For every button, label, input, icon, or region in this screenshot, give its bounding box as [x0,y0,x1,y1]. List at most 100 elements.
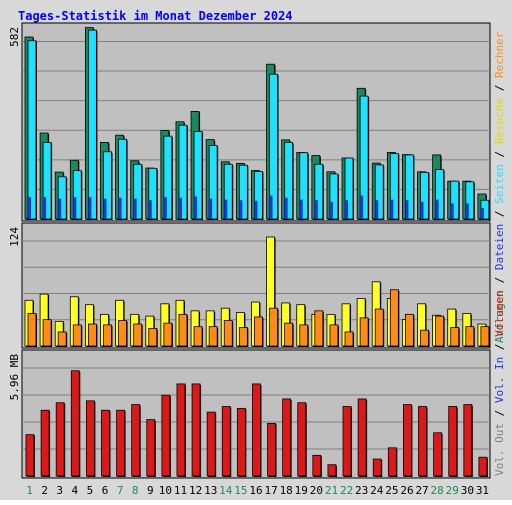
day-label-8: 8 [132,484,139,497]
day-label-4: 4 [72,484,79,497]
bar-files-day-15 [239,200,243,219]
bar-pages-day-25 [389,153,399,220]
legend-hits-visits-part-0: Anfragen [493,290,506,343]
bar-pages-day-19 [299,152,309,220]
bar-pages-day-21 [329,173,339,220]
panel-max-label: 124 [8,227,21,247]
bar-sites-day-8 [133,323,143,347]
legend-volume-part-2: Vol. In [493,357,506,403]
day-label-13: 13 [204,484,217,497]
bar-pages-day-1 [27,40,37,220]
bar-pages-day-15 [238,164,248,220]
bar-sites-day-4 [72,324,82,347]
day-label-3: 3 [56,484,63,497]
bar-sites-day-2 [42,319,52,347]
bar-files-day-30 [465,203,469,219]
bar-files-day-16 [254,200,258,219]
bar-volume-day-24 [372,458,382,477]
panel-max-label: 582 [8,27,21,47]
bar-sites-day-15 [238,327,248,347]
day-label-22: 22 [340,484,353,497]
panel-volume: 5.96 MB [8,349,491,479]
bar-volume-day-2 [40,409,50,477]
bar-files-day-8 [133,198,137,219]
day-label-9: 9 [147,484,154,497]
day-label-25: 25 [385,484,398,497]
bar-pages-day-22 [344,157,354,220]
bar-sites-day-23 [359,317,369,347]
day-label-11: 11 [174,484,187,497]
bar-volume-day-29 [448,406,458,477]
bar-files-day-7 [118,197,122,219]
bar-files-day-29 [450,203,454,219]
day-label-7: 7 [117,484,124,497]
bar-sites-day-22 [344,331,354,347]
bar-sites-day-26 [405,313,414,347]
bar-pages-day-17 [269,73,278,220]
bar-sites-day-12 [193,326,203,347]
day-label-10: 10 [159,484,172,497]
bar-files-day-2 [43,197,47,219]
bar-files-day-17 [269,195,273,219]
bar-files-day-23 [360,195,364,219]
day-label-30: 30 [461,484,474,497]
bar-pages-day-20 [314,163,324,220]
bar-volume-day-22 [342,406,352,477]
legend-hits-visits-part-3: / [493,204,506,224]
bar-files-day-4 [73,197,77,219]
bar-sites-day-27 [420,329,429,347]
day-label-14: 14 [219,484,233,497]
bar-files-day-5 [88,197,92,219]
bar-sites-day-1 [27,313,37,347]
bar-sites-day-10 [163,322,173,347]
bar-files-day-9 [148,200,152,219]
legend-hits-visits-part-2: Dateien [493,224,506,270]
day-label-6: 6 [102,484,109,497]
legend-volume-part-3: / [493,337,506,357]
panel-max-label: 5.96 MB [8,354,21,401]
panel-hits-files-pages: 582 [8,22,491,222]
bar-files-day-10 [163,197,167,219]
right-legend: Anfragen / Dateien / Seiten / Besuche / … [493,31,506,476]
legend-hits-visits-part-8: Rechner [493,31,506,78]
bar-files-day-11 [178,197,182,219]
bar-pages-day-7 [118,138,127,220]
bar-volume-day-18 [282,398,292,477]
legend-hits-visits-part-4: Seiten [493,164,506,204]
bar-volume-day-25 [387,447,397,477]
bar-volume-day-8 [131,404,141,477]
day-label-26: 26 [400,484,413,497]
bar-files-day-13 [209,198,213,219]
bar-volume-day-27 [418,406,427,477]
bar-volume-day-1 [25,434,35,477]
day-label-29: 29 [446,484,459,497]
bar-pages-day-5 [87,29,97,220]
bar-files-day-6 [103,198,107,219]
day-label-16: 16 [249,484,262,497]
bar-files-day-31 [480,208,484,219]
bar-pages-day-12 [193,131,203,220]
day-label-24: 24 [370,484,384,497]
legend-hits-visits-part-6: Besuche [493,98,506,144]
bar-volume-day-10 [161,394,171,477]
bar-pages-day-11 [178,124,188,220]
day-label-27: 27 [415,484,428,497]
bar-sites-day-21 [329,324,339,347]
day-label-28: 28 [431,484,444,497]
bar-volume-day-9 [146,419,156,477]
bar-pages-day-30 [465,181,475,220]
bar-sites-day-19 [299,324,309,347]
bar-pages-day-8 [133,163,143,220]
bar-volume-day-12 [191,383,201,477]
bar-sites-day-25 [389,289,399,347]
bar-volume-day-26 [403,404,412,477]
bar-sites-day-30 [465,326,475,347]
bar-files-day-20 [314,200,318,219]
bar-pages-day-13 [208,145,218,220]
day-label-20: 20 [310,484,323,497]
bar-volume-day-7 [116,409,125,477]
bar-volume-day-6 [101,409,110,477]
bar-files-day-22 [345,200,349,219]
